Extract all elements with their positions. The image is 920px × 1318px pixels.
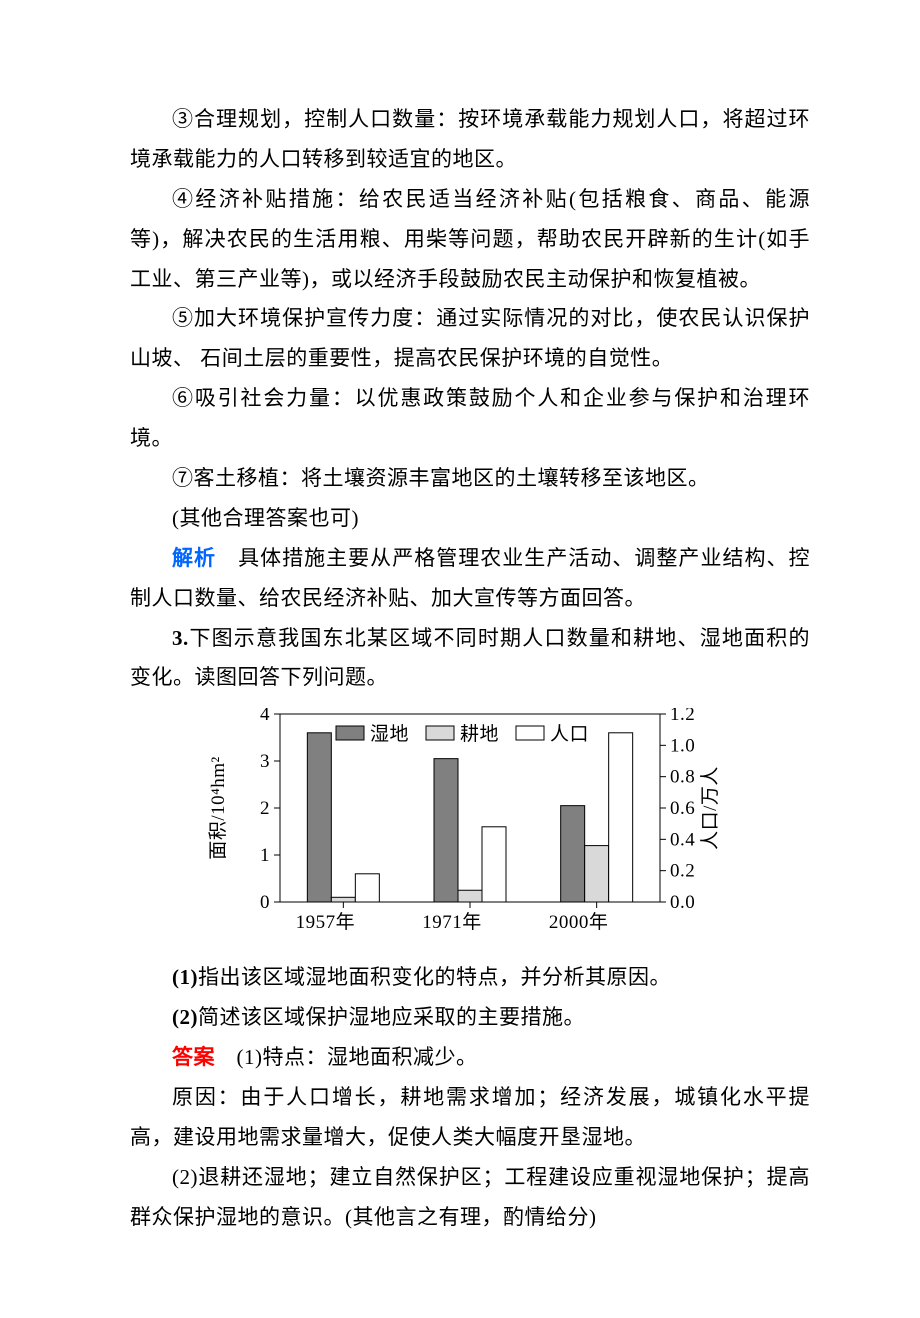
svg-text:1.2: 1.2 (670, 708, 695, 725)
paragraph-6: ⑥吸引社会力量：以优惠政策鼓励个人和企业参与保护和治理环境。 (130, 379, 810, 459)
paragraph-3: ③合理规划，控制人口数量：按环境承载能力规划人口，将超过环境承载能力的人口转移到… (130, 100, 810, 180)
svg-text:0.4: 0.4 (670, 830, 695, 851)
question-3-stem: 3.下图示意我国东北某区域不同时期人口数量和耕地、湿地面积的变化。读图回答下列问… (130, 619, 810, 699)
subq2-body: 简述该区域保护湿地应采取的主要措施。 (198, 1005, 585, 1029)
svg-text:0: 0 (260, 892, 270, 913)
bar-chart: 0 1 2 3 4 0.0 0.2 0.4 0.6 0.8 1.0 1.2 面积/10⁴hm² 人口/万人… (185, 708, 755, 948)
sub-question-2: (2)简述该区域保护湿地应采取的主要措施。 (130, 998, 810, 1038)
answer-label: 答案 (172, 1045, 215, 1069)
svg-text:1.0: 1.0 (670, 736, 695, 757)
answer-body-1: (1)特点：湿地面积减少。 (215, 1045, 478, 1069)
paragraph-4: ④经济补贴措施：给农民适当经济补贴(包括粮食、商品、能源等)，解决农民的生活用粮… (130, 180, 810, 300)
svg-text:2: 2 (260, 798, 270, 819)
svg-text:2000年: 2000年 (549, 911, 609, 933)
question-body: 下图示意我国东北某区域不同时期人口数量和耕地、湿地面积的变化。读图回答下列问题。 (130, 626, 810, 690)
analysis-label: 解析 (172, 546, 216, 570)
analysis-paragraph: 解析 具体措施主要从严格管理农业生产活动、调整产业结构、控制人口数量、给农民经济… (130, 539, 810, 619)
svg-text:湿地: 湿地 (370, 723, 409, 745)
svg-text:0.6: 0.6 (670, 798, 695, 819)
answer-paragraph-2: 原因：由于人口增长，耕地需求增加；经济发展，城镇化水平提高，建设用地需求量增大，… (130, 1078, 810, 1158)
question-number: 3. (172, 626, 189, 650)
svg-text:4: 4 (260, 708, 270, 725)
svg-text:0.0: 0.0 (670, 892, 695, 913)
subq2-prefix: (2) (172, 1005, 198, 1029)
svg-text:1971年: 1971年 (422, 911, 482, 933)
answer-paragraph-1: 答案 (1)特点：湿地面积减少。 (130, 1038, 810, 1078)
subq1-prefix: (1) (172, 965, 198, 989)
paragraph-5: ⑤加大环境保护宣传力度：通过实际情况的对比，使农民认识保护山坡、 石间土层的重要… (130, 299, 810, 379)
sub-question-1: (1)指出该区域湿地面积变化的特点，并分析其原因。 (130, 958, 810, 998)
svg-text:1957年: 1957年 (296, 911, 356, 933)
document-page: ③合理规划，控制人口数量：按环境承载能力规划人口，将超过环境承载能力的人口转移到… (0, 0, 920, 1318)
svg-text:耕地: 耕地 (460, 723, 499, 745)
svg-text:面积/10⁴hm²: 面积/10⁴hm² (207, 757, 229, 860)
subq1-body: 指出该区域湿地面积变化的特点，并分析其原因。 (198, 965, 671, 989)
answer-paragraph-3: (2)退耕还湿地；建立自然保护区；工程建设应重视湿地保护；提高群众保护湿地的意识… (130, 1158, 810, 1238)
svg-text:1: 1 (260, 845, 270, 866)
svg-text:人口/万人: 人口/万人 (699, 766, 721, 850)
paragraph-8: (其他合理答案也可) (130, 499, 810, 539)
analysis-body: 具体措施主要从严格管理农业生产活动、调整产业结构、控制人口数量、给农民经济补贴、… (130, 546, 810, 610)
svg-text:0.8: 0.8 (670, 767, 695, 788)
paragraph-7: ⑦客土移植：将土壤资源丰富地区的土壤转移至该地区。 (130, 459, 810, 499)
svg-text:3: 3 (260, 751, 270, 772)
svg-text:0.2: 0.2 (670, 861, 695, 882)
svg-text:人口: 人口 (550, 723, 589, 745)
